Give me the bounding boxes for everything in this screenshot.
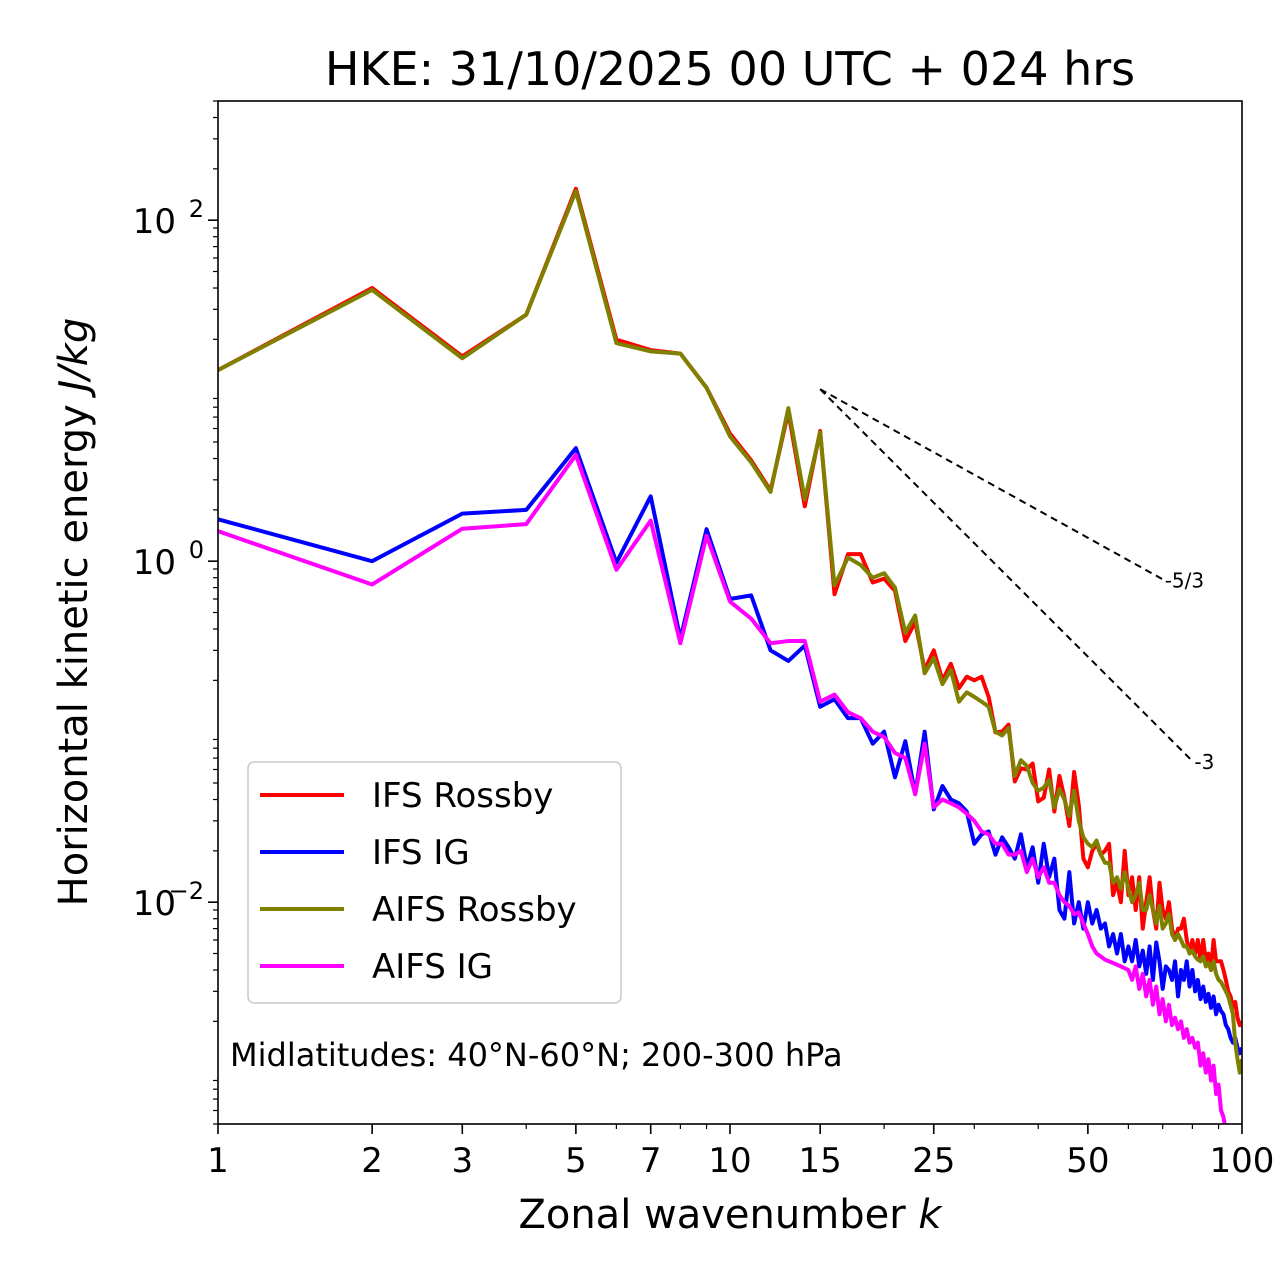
y-tick-base: 10 xyxy=(133,543,176,583)
series-line-aifs-ig xyxy=(218,452,1227,1124)
chart-title: HKE: 31/10/2025 00 UTC + 024 hrs xyxy=(325,42,1135,96)
y-tick-label: 10 xyxy=(133,884,176,924)
y-tick-exponent: 0 xyxy=(189,536,204,564)
legend-box xyxy=(247,761,622,1004)
legend-label: IFS Rossby xyxy=(372,776,553,816)
y-tick-label: 10 xyxy=(133,202,176,242)
x-tick-label: 1 xyxy=(207,1141,229,1181)
x-tick-label: 15 xyxy=(799,1141,842,1181)
x-axis-label-text: Zonal wavenumber xyxy=(518,1192,918,1238)
legend-label: AIFS Rossby xyxy=(372,890,577,930)
reference-lines: -5/3 -3 xyxy=(819,388,1214,774)
legend: IFS Rossby IFS IG AIFS Rossby AIFS IG xyxy=(247,761,622,1004)
x-tick-label: 2 xyxy=(361,1141,383,1181)
region-annotation: Midlatitudes: 40°N-60°N; 200-300 hPa xyxy=(230,1036,843,1074)
x-axis-label-symbol: k xyxy=(918,1192,943,1238)
y-axis-label: Horizontal kinetic energy J/kg xyxy=(51,318,97,907)
y-tick-label: 10 xyxy=(133,543,176,583)
plot-frame xyxy=(217,100,1243,1125)
series-line-ifs-ig xyxy=(218,446,1242,1056)
series-lines xyxy=(218,186,1242,1124)
reference-line xyxy=(819,388,1194,762)
x-axis: 1 2 3 5 7 10 15 25 50 100 xyxy=(207,1124,1274,1181)
series-line-aifs-rossby xyxy=(218,189,1242,1075)
y-tick-base: 10 xyxy=(133,884,176,924)
y-tick-exponent: −2 xyxy=(169,877,204,905)
legend-label: IFS IG xyxy=(372,833,470,873)
x-tick-label: 3 xyxy=(451,1141,473,1181)
x-tick-label: 10 xyxy=(708,1141,751,1181)
x-tick-label: 100 xyxy=(1210,1141,1275,1181)
x-tick-label: 7 xyxy=(640,1141,662,1181)
series-line-ifs-rossby xyxy=(218,186,1242,1028)
legend-label: AIFS IG xyxy=(372,947,493,987)
reference-line-label: -5/3 xyxy=(1165,568,1204,592)
y-tick-base: 10 xyxy=(133,202,176,242)
reference-line xyxy=(819,388,1164,581)
y-axis-label-text: Horizontal kinetic energy xyxy=(51,392,97,907)
y-axis: 10 210 010−2 xyxy=(133,100,218,1125)
x-tick-label: 25 xyxy=(912,1141,955,1181)
x-tick-label: 50 xyxy=(1066,1141,1109,1181)
y-tick-exponent: 2 xyxy=(189,195,204,223)
x-tick-label: 5 xyxy=(565,1141,587,1181)
y-axis-label-unit: J/kg xyxy=(51,318,97,399)
reference-line-label: -3 xyxy=(1194,750,1214,774)
x-axis-label: Zonal wavenumber k xyxy=(518,1192,943,1238)
